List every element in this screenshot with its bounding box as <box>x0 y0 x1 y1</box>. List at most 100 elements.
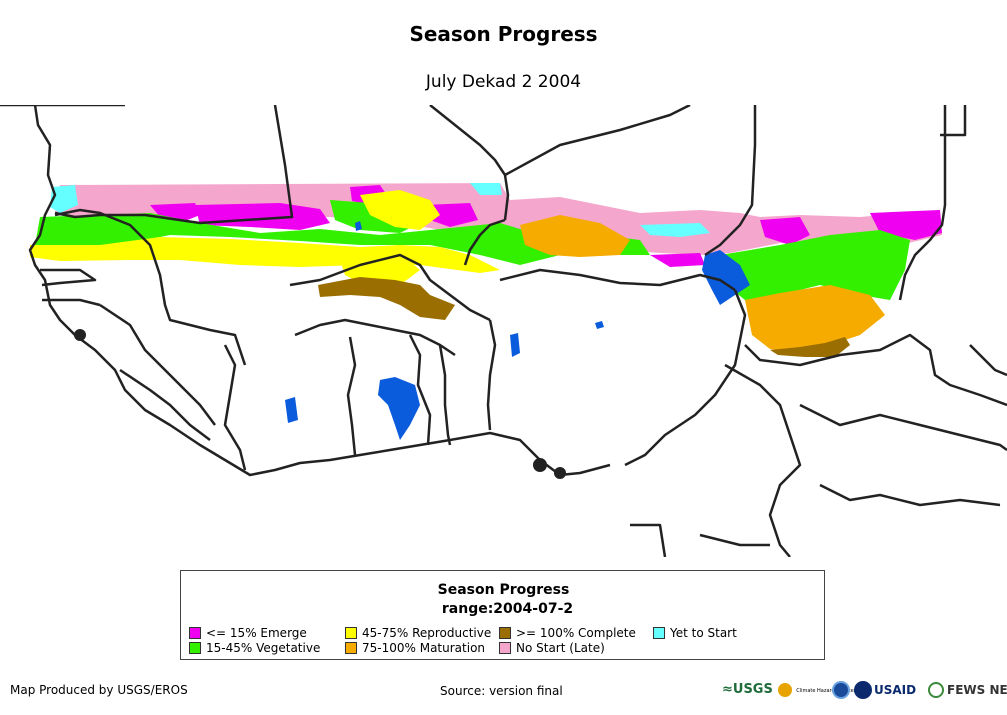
mali-north-border <box>429 105 510 221</box>
legend-item-reproductive: 45-75% Reproductive <box>345 626 491 640</box>
map-title: Season Progress <box>409 22 598 46</box>
zone-no-start <box>55 183 942 255</box>
chad-libya <box>940 105 967 137</box>
bioko-island <box>533 458 547 472</box>
water-body-4 <box>595 321 604 329</box>
swatch-complete <box>499 627 511 639</box>
usaid-seal-icon <box>854 681 872 699</box>
cote-divoire-west <box>223 344 247 471</box>
swatch-reproductive <box>345 627 357 639</box>
zone-maturation-1 <box>520 215 630 257</box>
map-canvas[interactable] <box>0 105 1007 557</box>
legend-label-no-start: No Start (Late) <box>516 641 605 655</box>
congo <box>699 533 770 547</box>
swatch-no-start <box>499 642 511 654</box>
legend-range: range:2004-07-2 <box>441 601 574 617</box>
zone-yet-to-start <box>50 185 78 213</box>
coastline-west <box>28 105 611 477</box>
legend-label-reproductive: 45-75% Reproductive <box>362 626 492 640</box>
ghana-east <box>408 334 432 446</box>
bijagos-islands <box>74 329 86 341</box>
zone-reproductive-2 <box>360 190 440 230</box>
zone-emerge-7 <box>870 210 942 240</box>
nigeria-north <box>499 268 736 292</box>
gambia <box>40 268 97 287</box>
legend-label-vegetative: 15-45% Vegetative <box>206 641 321 655</box>
zone-complete-1 <box>318 277 455 320</box>
season-progress-zones <box>30 183 942 440</box>
swatch-vegetative <box>189 642 201 654</box>
ghana-west <box>346 336 357 456</box>
sierra-leone-liberia <box>119 368 211 441</box>
niger-north-border <box>504 105 691 177</box>
zone-yet-to-start-2 <box>470 183 502 195</box>
chad-south <box>744 333 1007 407</box>
water-body-2 <box>510 333 520 357</box>
gabon-congo <box>630 523 667 557</box>
partner-logos: ≈USGS Climate Hazards Center USAID FEWS … <box>720 678 1007 702</box>
legend-title: Season Progress <box>437 582 570 598</box>
togo-benin <box>438 344 452 446</box>
zone-complete-2 <box>770 337 850 357</box>
legend-item-no-start: No Start (Late) <box>499 641 605 655</box>
burkina-north <box>289 253 491 322</box>
legend-item-maturation: 75-100% Maturation <box>345 641 485 655</box>
lake-volta <box>378 377 420 440</box>
legend-label-complete: >= 100% Complete <box>516 626 636 640</box>
mali-niger-border <box>463 218 506 266</box>
chc-logo: Climate Hazards Center <box>778 678 856 702</box>
legend-item-yet-to-start: Yet to Start <box>653 626 737 640</box>
sudan <box>969 344 1007 377</box>
lake-chad <box>702 250 750 305</box>
zone-emerge-4 <box>425 203 478 227</box>
footer-source: Source: version final <box>440 684 563 698</box>
water-body-3 <box>355 221 362 231</box>
guinea <box>99 303 216 426</box>
cameroon <box>724 363 802 557</box>
niger-delta <box>554 467 566 479</box>
legend-item-complete: >= 100% Complete <box>499 626 636 640</box>
map-subtitle: July Dekad 2 2004 <box>425 72 582 92</box>
zone-vegetative-1 <box>35 213 560 265</box>
noaa-logo <box>832 678 850 702</box>
nigeria-east <box>624 289 747 467</box>
chc-drop-icon <box>778 683 792 697</box>
usaid-logo: USAID <box>854 678 916 702</box>
usgs-logo: ≈USGS <box>722 682 773 697</box>
guinea-bissau <box>42 298 101 307</box>
zone-emerge-1 <box>150 203 200 223</box>
noaa-emblem-icon <box>832 681 850 699</box>
zone-emerge-2 <box>195 203 330 230</box>
benin-nigeria <box>486 319 497 431</box>
fewsnet-logo: FEWS NET <box>928 678 1007 702</box>
swatch-emerge <box>189 627 201 639</box>
senegal-mali-border <box>54 208 247 366</box>
niger-chad-border <box>704 105 757 257</box>
zone-emerge-6 <box>760 217 810 245</box>
burkina-south <box>294 318 456 357</box>
zone-vegetative-4 <box>720 230 910 300</box>
car-south <box>819 483 1001 507</box>
legend-item-vegetative: 15-45% Vegetative <box>189 641 320 655</box>
swatch-yet-to-start <box>653 627 665 639</box>
legend-label-emerge: <= 15% Emerge <box>206 626 307 640</box>
car-border <box>799 403 1007 452</box>
chc-logo-text: Climate Hazards Center <box>796 687 856 694</box>
season-progress-map <box>0 105 1007 557</box>
zone-emerge-5 <box>650 253 705 267</box>
legend-label-yet-to-start: Yet to Start <box>670 626 737 640</box>
chad-east <box>898 105 947 301</box>
mauritania-mali-border <box>54 105 294 225</box>
legend-label-maturation: 75-100% Maturation <box>362 641 486 655</box>
country-borders <box>0 105 1007 557</box>
legend-box: Season Progress range:2004-07-2 <= 15% E… <box>180 570 825 660</box>
fewsnet-logo-text: FEWS NET <box>947 683 1007 697</box>
usaid-logo-text: USAID <box>874 683 917 697</box>
footer-produced-by: Map Produced by USGS/EROS <box>10 683 188 697</box>
swatch-maturation <box>345 642 357 654</box>
fewsnet-globe-icon <box>928 682 944 698</box>
legend-item-emerge: <= 15% Emerge <box>189 626 307 640</box>
zone-yet-to-start-3 <box>640 223 710 237</box>
coastal-islands <box>74 329 566 479</box>
water-body-1 <box>285 397 298 423</box>
